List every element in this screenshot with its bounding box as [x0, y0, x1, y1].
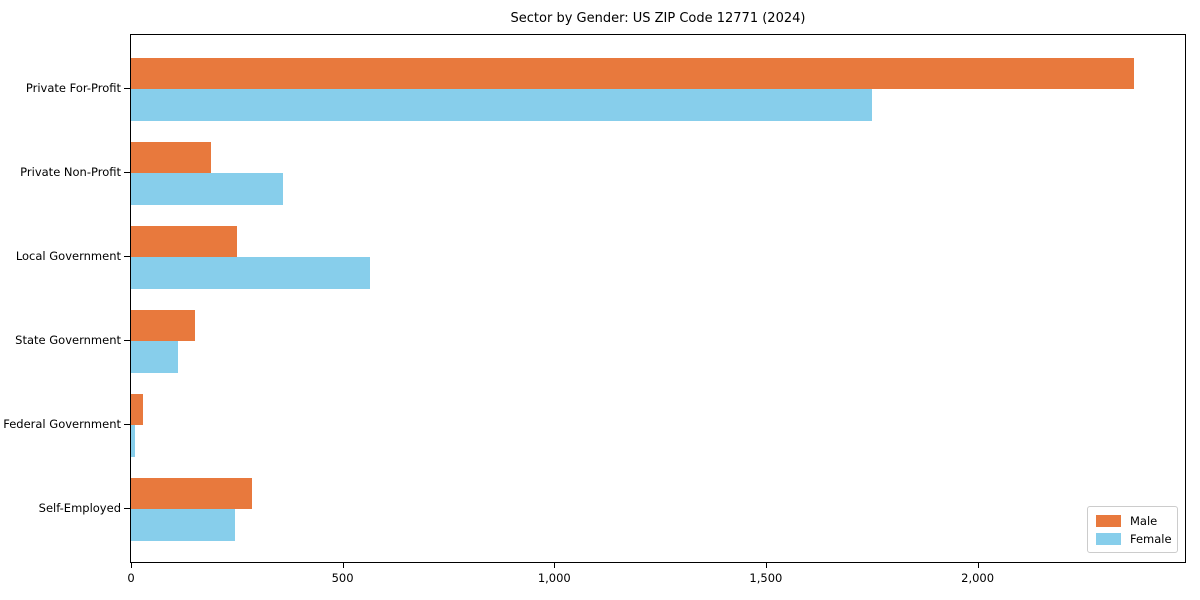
y-tick-label: Local Government: [15, 249, 121, 263]
y-tick-mark: [124, 256, 130, 257]
x-tick-mark: [765, 563, 767, 568]
legend-item-male: Male: [1096, 514, 1169, 528]
legend-label: Male: [1130, 514, 1158, 528]
x-tick-label: 2,000: [961, 571, 995, 585]
bar-male-3: [131, 225, 237, 257]
legend-label: Female: [1130, 532, 1172, 546]
legend: Male Female: [1087, 506, 1178, 553]
y-tick-mark: [124, 508, 130, 509]
x-tick-mark: [554, 563, 556, 568]
y-tick-label: Self-Employed: [38, 501, 121, 515]
bar-female-5: [131, 425, 135, 457]
x-tick-mark: [977, 563, 979, 568]
chart-title: Sector by Gender: US ZIP Code 12771 (202…: [510, 11, 806, 26]
x-tick-label: 1,000: [537, 571, 571, 585]
x-tick-label: 0: [127, 571, 135, 585]
y-tick-mark: [124, 172, 130, 173]
y-tick-mark: [124, 340, 130, 341]
x-tick-mark: [342, 563, 344, 568]
y-tick-mark: [124, 424, 130, 425]
bar-female-4: [131, 341, 178, 373]
legend-swatch-female: [1096, 533, 1121, 545]
legend-swatch-male: [1096, 515, 1121, 527]
bar-female-2: [131, 173, 284, 205]
bar-female-1: [131, 89, 872, 121]
y-tick-label: Private Non-Profit: [20, 165, 121, 179]
legend-item-female: Female: [1096, 532, 1172, 546]
bar-female-6: [131, 509, 235, 541]
bar-female-3: [131, 257, 371, 289]
bar-male-4: [131, 309, 195, 341]
bar-male-2: [131, 141, 212, 173]
bar-male-6: [131, 477, 252, 509]
bar-male-5: [131, 393, 143, 425]
x-tick-mark: [131, 563, 132, 568]
bar-male-1: [131, 57, 1135, 89]
x-tick-label: 1,500: [749, 571, 783, 585]
y-tick-label: Federal Government: [3, 417, 121, 431]
plot-area: [130, 34, 1186, 563]
y-tick-label: Private For-Profit: [25, 81, 121, 95]
y-tick-mark: [124, 88, 130, 89]
x-tick-label: 500: [331, 571, 354, 585]
y-tick-label: State Government: [15, 333, 121, 347]
